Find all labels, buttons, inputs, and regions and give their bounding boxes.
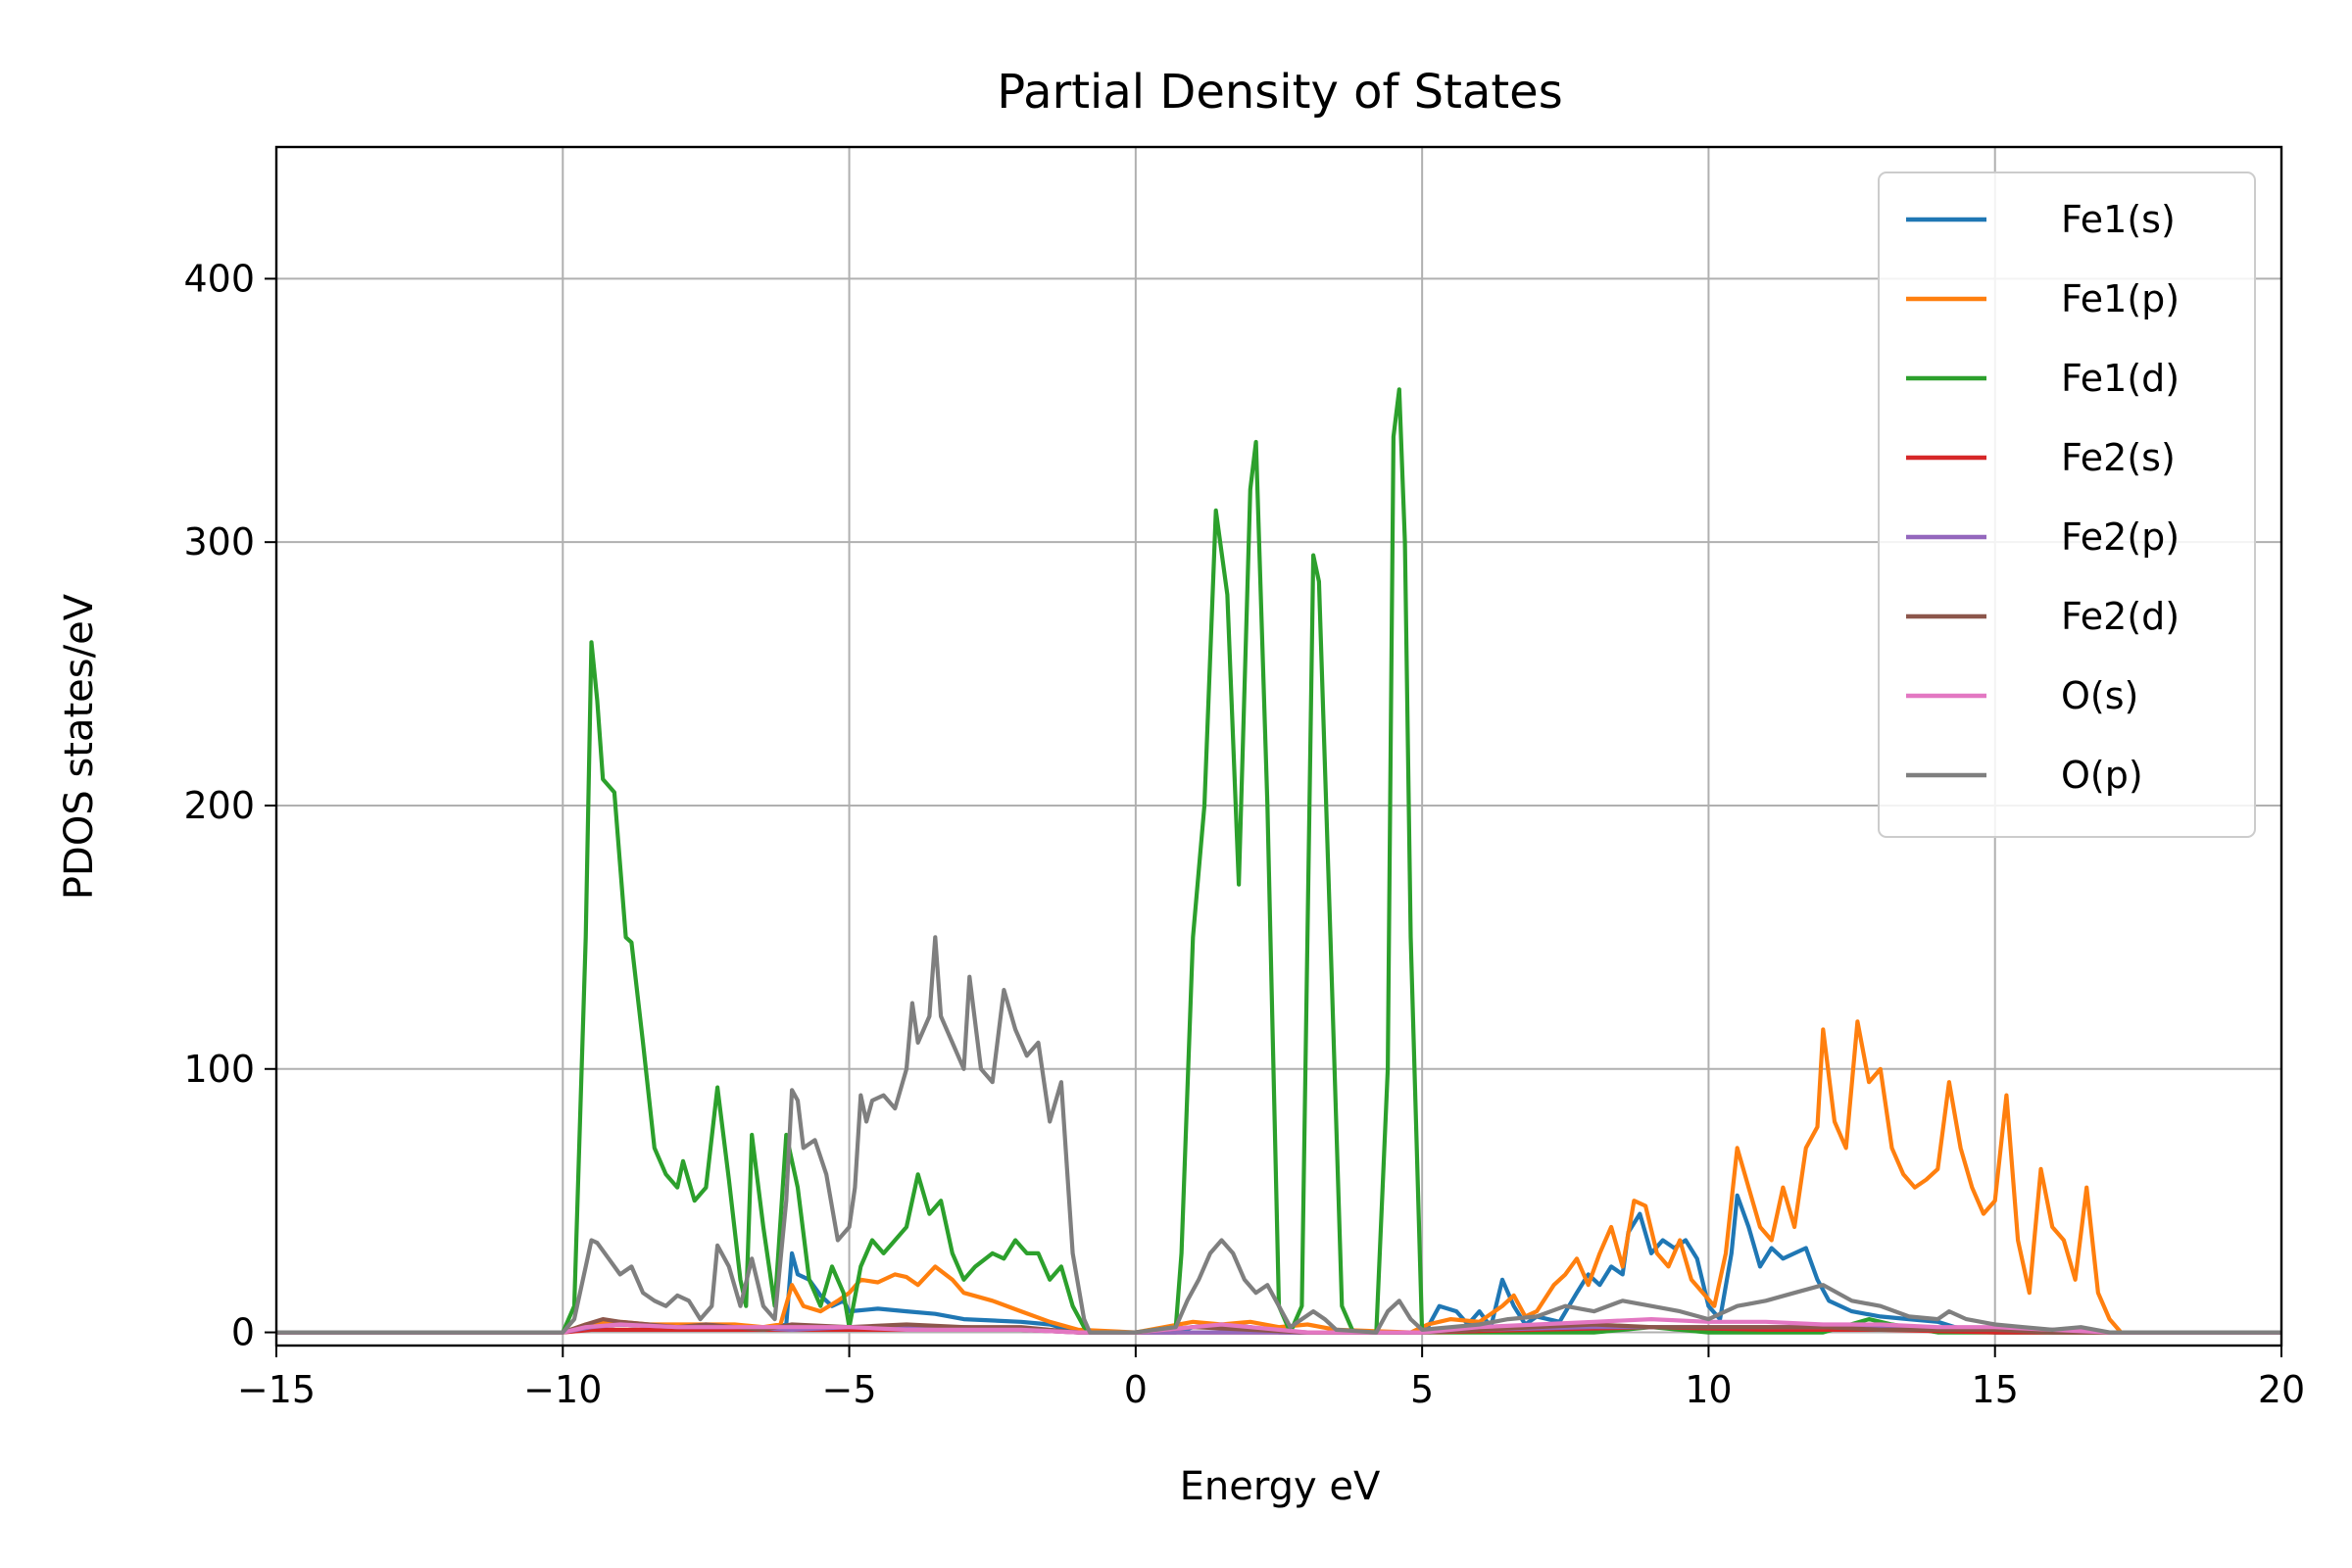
series-line-o-p <box>276 935 2281 1335</box>
plot-frame <box>274 145 2283 1348</box>
y-tick-label: 400 <box>183 257 255 300</box>
legend-label-o-s: O(s) <box>2061 674 2138 717</box>
legend-box <box>1878 172 2256 838</box>
x-tick-label: 10 <box>1685 1368 1732 1411</box>
legend-label-fe1-s: Fe1(s) <box>2061 198 2176 241</box>
y-tick-label: 100 <box>183 1048 255 1091</box>
legend: Fe1(s) Fe1(p) Fe1(d) Fe2(s) Fe2(p) Fe2(d) O(s)… <box>1878 172 2256 838</box>
x-tick-label: −5 <box>822 1368 877 1411</box>
x-tick-label: 5 <box>1410 1368 1434 1411</box>
y-tick-label: 200 <box>183 784 255 827</box>
x-tick-label: 0 <box>1124 1368 1148 1411</box>
series-lines <box>276 387 2281 1335</box>
legend-label-fe1-d: Fe1(d) <box>2061 357 2180 400</box>
series-line-fe1-d <box>276 387 2281 1335</box>
series-line-o-s <box>276 1317 2281 1335</box>
y-axis-label: PDOS states/eV <box>57 593 102 900</box>
legend-label-fe2-d: Fe2(d) <box>2061 595 2180 638</box>
x-tick-label: −10 <box>523 1368 602 1411</box>
x-tick-label: 15 <box>1972 1368 2019 1411</box>
legend-label-fe2-p: Fe2(p) <box>2061 515 2180 559</box>
x-tick-label: 20 <box>2258 1368 2305 1411</box>
x-axis-label: Energy eV <box>1180 1464 1381 1509</box>
legend-label-o-p: O(p) <box>2061 754 2143 797</box>
y-tick-label: 0 <box>231 1311 255 1354</box>
series-line-fe1-p <box>276 1019 2281 1335</box>
x-axis-ticks: −15 −10 −5 0 5 10 15 20 <box>237 1346 2305 1411</box>
series-line-fe1-s <box>276 1193 2281 1335</box>
y-tick-label: 300 <box>183 520 255 564</box>
chart-title: Partial Density of States <box>997 65 1562 120</box>
x-tick-label: −15 <box>237 1368 316 1411</box>
legend-label-fe1-p: Fe1(p) <box>2061 277 2180 320</box>
legend-label-fe2-s: Fe2(s) <box>2061 436 2176 479</box>
y-axis-ticks: 0 100 200 300 400 <box>183 257 276 1354</box>
